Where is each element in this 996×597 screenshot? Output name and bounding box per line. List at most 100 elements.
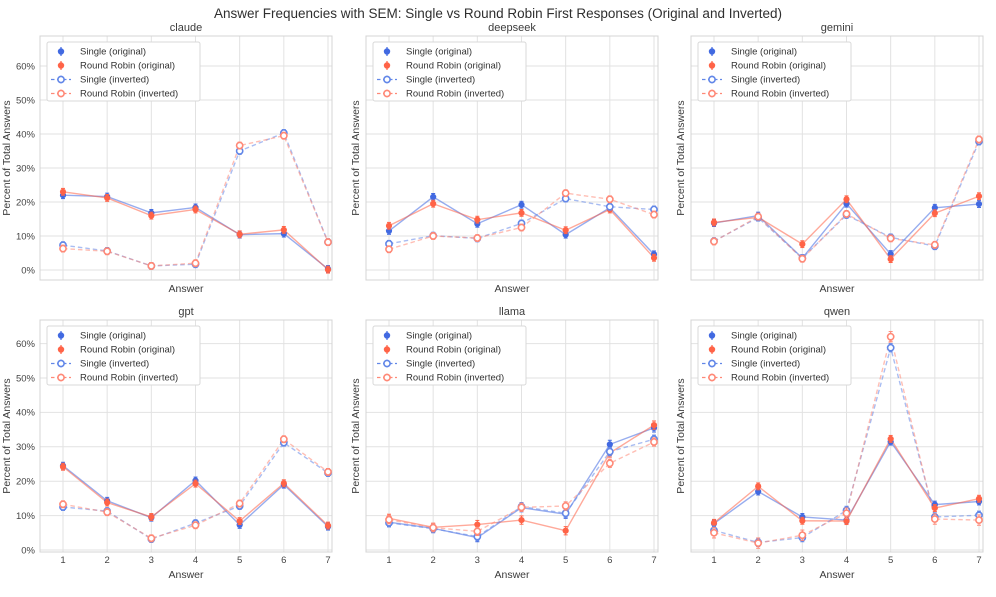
x-axis-label: Answer bbox=[819, 283, 855, 295]
subplot-title: qwen bbox=[824, 306, 850, 318]
data-point-marker-open bbox=[886, 343, 895, 352]
legend-item-label: Single (original) bbox=[406, 331, 472, 342]
data-point-marker-open bbox=[279, 435, 288, 444]
data-point-marker bbox=[430, 200, 437, 207]
x-tick-label: 6 bbox=[932, 555, 937, 566]
legend-item-label: Round Robin (inverted) bbox=[80, 373, 178, 384]
legend-item-label: Single (original) bbox=[80, 331, 146, 342]
data-point-marker-open bbox=[473, 234, 482, 242]
data-point-marker-open bbox=[754, 539, 763, 548]
legend-marker-open bbox=[383, 89, 391, 98]
x-tick-label: 2 bbox=[105, 555, 110, 566]
data-point-marker bbox=[59, 463, 67, 470]
legend-marker-open bbox=[708, 75, 716, 84]
y-tick-label: 30% bbox=[16, 442, 36, 453]
legend-marker bbox=[708, 346, 716, 353]
y-tick-label: 30% bbox=[16, 163, 36, 174]
data-point-marker-open bbox=[235, 499, 244, 508]
legend-item-label: Round Robin (original) bbox=[80, 345, 175, 356]
data-point-marker bbox=[280, 480, 287, 487]
y-tick-label: 40% bbox=[16, 408, 36, 419]
data-point-marker bbox=[59, 188, 67, 195]
data-point-marker-open bbox=[975, 516, 983, 524]
x-axis-label: Answer bbox=[494, 283, 530, 295]
data-point-marker-open bbox=[473, 527, 482, 536]
data-point-marker bbox=[755, 483, 762, 490]
data-point-marker bbox=[606, 441, 613, 448]
subplot-gemini: gemini Answer Percent of Total Answers Sing… bbox=[675, 22, 984, 295]
data-point-marker bbox=[562, 231, 569, 238]
plot-border bbox=[39, 35, 333, 281]
x-tick-label: 7 bbox=[651, 555, 656, 566]
y-tick-label: 60% bbox=[16, 339, 36, 350]
y-axis-label: Percent of Total Answers bbox=[675, 100, 687, 215]
x-tick-label: 6 bbox=[607, 555, 612, 566]
data-point-marker bbox=[975, 495, 983, 502]
data-point-marker bbox=[104, 194, 111, 202]
data-point-marker bbox=[236, 231, 243, 238]
y-tick-label: 60% bbox=[16, 61, 36, 72]
subplot-title: gpt bbox=[178, 306, 193, 318]
subplot-gpt: gpt Answer Percent of Total Answers 0% 10% 20… bbox=[1, 306, 333, 581]
legend: Single (original) Round Robin (original) S… bbox=[46, 325, 201, 386]
legend-item-label: Round Robin (original) bbox=[406, 61, 501, 72]
data-point-marker bbox=[192, 480, 199, 487]
legend-item-label: Single (inverted) bbox=[731, 75, 800, 86]
x-tick-label: 2 bbox=[431, 555, 436, 566]
data-point-marker bbox=[843, 196, 850, 203]
subplot-title: gemini bbox=[821, 22, 853, 34]
data-point-marker-open bbox=[103, 508, 112, 517]
y-tick-label: 20% bbox=[16, 197, 36, 208]
x-tick-label: 6 bbox=[281, 555, 286, 566]
data-point-marker-open bbox=[147, 262, 156, 270]
legend-box bbox=[46, 41, 201, 102]
data-point-marker-open bbox=[517, 503, 526, 512]
legend-marker bbox=[708, 332, 716, 339]
legend-box bbox=[372, 325, 527, 386]
legend-marker-open bbox=[383, 75, 391, 84]
data-point-marker bbox=[192, 206, 199, 213]
legend: Single (original) Round Robin (original) S… bbox=[372, 41, 527, 102]
y-tick-label: 0% bbox=[21, 545, 35, 556]
data-point-marker-open bbox=[59, 244, 67, 253]
data-point-marker bbox=[650, 254, 658, 261]
y-tick-label: 50% bbox=[16, 373, 36, 384]
data-point-marker-open bbox=[429, 523, 438, 532]
y-axis-label: Percent of Total Answers bbox=[1, 378, 13, 493]
data-point-marker bbox=[931, 504, 938, 512]
data-point-marker bbox=[474, 216, 481, 223]
data-point-marker-open bbox=[429, 232, 438, 240]
legend-marker bbox=[383, 346, 391, 353]
data-point-marker-open bbox=[798, 531, 807, 540]
subplot-title: llama bbox=[499, 306, 526, 318]
data-point-marker-open bbox=[385, 245, 393, 254]
y-tick-label: 40% bbox=[16, 129, 36, 140]
legend-item-label: Round Robin (inverted) bbox=[406, 89, 504, 100]
legend-item-label: Single (inverted) bbox=[406, 359, 475, 370]
data-point-marker bbox=[104, 499, 111, 506]
data-point-marker-open bbox=[605, 459, 614, 468]
data-point-marker-open bbox=[842, 209, 851, 218]
data-point-marker bbox=[843, 518, 850, 525]
data-point-marker-open bbox=[279, 131, 288, 140]
legend-item-label: Single (original) bbox=[80, 47, 146, 58]
subplot-llama: llama Answer Percent of Total Answers 1 2 3 4 5… bbox=[350, 306, 659, 581]
y-tick-label: 50% bbox=[16, 95, 36, 106]
legend-item-label: Round Robin (original) bbox=[80, 61, 175, 72]
data-point-marker-open bbox=[385, 515, 393, 524]
legend-box bbox=[697, 325, 852, 386]
plot-border bbox=[690, 35, 984, 281]
data-point-marker-open bbox=[842, 509, 851, 518]
legend-marker-open bbox=[57, 359, 65, 368]
data-point-marker-open bbox=[59, 500, 67, 509]
data-point-marker bbox=[324, 522, 332, 529]
legend-item-label: Single (inverted) bbox=[80, 75, 149, 86]
data-point-marker bbox=[236, 518, 243, 525]
data-point-marker-open bbox=[147, 534, 156, 543]
data-point-marker-open bbox=[754, 212, 763, 221]
x-tick-label: 3 bbox=[475, 555, 480, 566]
x-tick-label: 4 bbox=[193, 555, 198, 566]
data-point-marker bbox=[975, 200, 983, 208]
data-point-marker-open bbox=[650, 210, 658, 219]
